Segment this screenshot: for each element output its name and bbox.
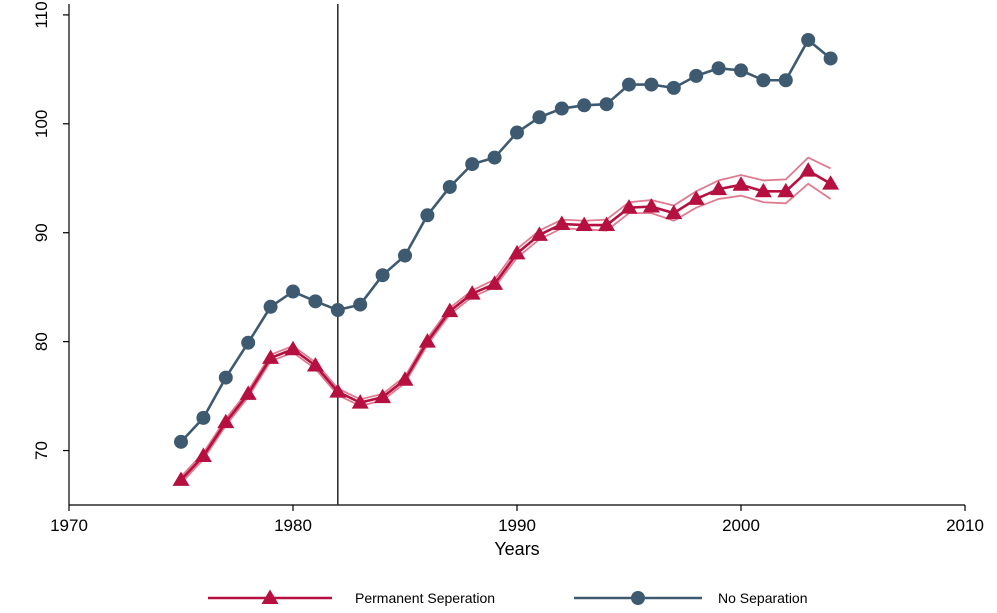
legend-item: No Separation [574, 590, 808, 606]
data-point [308, 294, 323, 309]
data-point [598, 216, 616, 232]
data-point [487, 150, 502, 165]
data-point [262, 349, 280, 364]
series-line [180, 38, 832, 443]
data-point [554, 101, 569, 116]
data-point [577, 98, 592, 113]
y-axis-ticks: 70 80 90 100 110 [32, 1, 69, 460]
data-point [196, 410, 211, 425]
data-point [465, 157, 480, 172]
legend-circle-marker [631, 591, 645, 605]
data-point [441, 302, 459, 318]
data-point [665, 204, 683, 220]
data-point [778, 73, 793, 88]
data-point [642, 198, 660, 213]
data-point [306, 357, 324, 372]
data-point [754, 182, 772, 198]
y-tick-label: 80 [32, 332, 51, 351]
data-point [329, 383, 347, 398]
y-tick-label: 100 [32, 110, 51, 138]
data-point [777, 182, 795, 198]
series-permanent-seperation [172, 156, 840, 486]
data-point [463, 285, 481, 300]
data-point [194, 447, 212, 462]
data-point [239, 385, 257, 400]
data-point [710, 180, 728, 196]
data-point [330, 303, 345, 318]
y-tick-label: 110 [32, 1, 51, 28]
data-point [756, 73, 771, 88]
series-line [180, 169, 832, 481]
data-point [620, 199, 638, 214]
data-point [689, 68, 704, 83]
data-point [553, 215, 571, 230]
ci-lower-line [180, 182, 832, 484]
data-point [508, 244, 526, 260]
x-tick-label: 2010 [946, 516, 984, 535]
data-point [353, 297, 368, 312]
data-point [398, 248, 412, 263]
data-point [599, 97, 614, 112]
y-tick-label: 90 [32, 223, 51, 242]
data-point [284, 340, 302, 356]
x-tick-label: 1970 [50, 516, 88, 535]
data-point [575, 216, 593, 232]
legend: Permanent Seperation No Separation [208, 589, 808, 606]
x-axis-ticks: 1970 1980 1990 2000 2010 [50, 505, 984, 535]
data-point [734, 63, 748, 78]
data-point [823, 51, 838, 66]
data-point [418, 333, 436, 348]
data-point [420, 208, 435, 223]
series-no-separation [174, 32, 838, 449]
data-point [666, 80, 681, 95]
data-point [172, 471, 190, 486]
x-tick-label: 2000 [722, 516, 760, 535]
data-point [622, 77, 636, 92]
ci-upper-line [180, 156, 831, 478]
data-point [218, 370, 233, 385]
series-layer [172, 32, 840, 486]
legend-label: No Separation [718, 590, 808, 606]
data-point [442, 179, 457, 194]
data-point [532, 110, 547, 125]
x-tick-label: 1990 [498, 516, 536, 535]
data-point [375, 268, 390, 283]
x-axis-title: Years [494, 539, 539, 559]
data-point [510, 125, 524, 140]
x-tick-label: 1980 [274, 516, 312, 535]
y-tick-label: 70 [32, 441, 51, 460]
data-point [711, 61, 726, 76]
data-point [241, 335, 256, 350]
data-point [286, 284, 300, 299]
data-point [644, 77, 659, 92]
legend-item: Permanent Seperation [208, 589, 495, 606]
data-point [486, 275, 504, 290]
legend-label: Permanent Seperation [355, 590, 495, 606]
data-point [351, 394, 369, 409]
legend-triangle-marker [261, 589, 279, 604]
data-point [822, 175, 840, 190]
data-point [396, 371, 414, 386]
data-point [687, 190, 705, 205]
data-point [732, 176, 750, 191]
data-point [799, 162, 817, 177]
data-point [217, 413, 235, 429]
data-point [174, 434, 188, 449]
data-point [530, 226, 548, 241]
data-point [263, 299, 278, 314]
data-point [801, 32, 816, 47]
data-point [374, 388, 392, 404]
